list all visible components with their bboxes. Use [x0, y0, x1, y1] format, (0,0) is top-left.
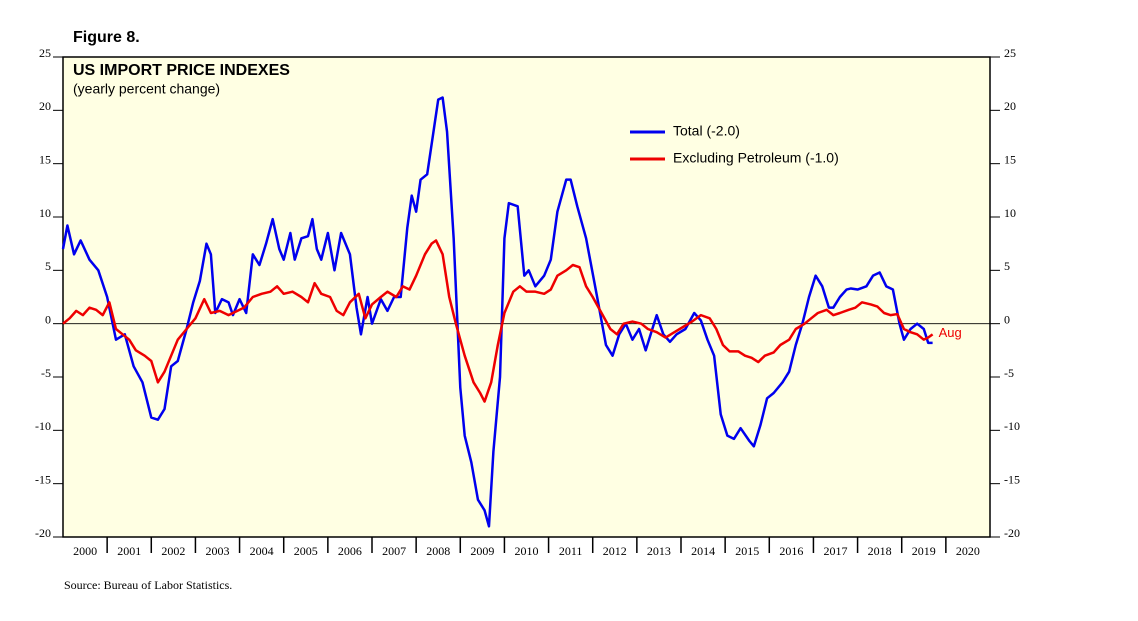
y-tick-label: 15 [39, 152, 51, 166]
x-tick-label: 2002 [161, 544, 185, 558]
x-tick-label: 2018 [868, 544, 892, 558]
x-tick-label: 2016 [779, 544, 803, 558]
y2-tick-label: 15 [1004, 152, 1016, 166]
y2-tick-label: 20 [1004, 99, 1016, 113]
x-tick-label: 2003 [206, 544, 230, 558]
x-tick-label: 2020 [956, 544, 980, 558]
chart-title: US IMPORT PRICE INDEXES [73, 62, 290, 79]
legend-label: Excluding Petroleum (-1.0) [673, 150, 839, 166]
x-tick-label: 2010 [515, 544, 539, 558]
x-tick-label: 2013 [647, 544, 671, 558]
figure-label: Figure 8. [73, 29, 140, 46]
x-tick-label: 2001 [117, 544, 141, 558]
y-tick-label: -5 [41, 366, 51, 380]
annotation: Aug [939, 325, 962, 340]
x-tick-label: 2011 [559, 544, 583, 558]
x-tick-label: 2009 [470, 544, 494, 558]
x-tick-label: 2012 [603, 544, 627, 558]
chart-subtitle: (yearly percent change) [73, 81, 220, 97]
y2-tick-label: 25 [1004, 46, 1016, 60]
y2-tick-label: 0 [1004, 312, 1010, 326]
y2-tick-label: -5 [1004, 366, 1014, 380]
y2-tick-label: -10 [1004, 419, 1020, 433]
plot-area [62, 56, 991, 538]
y-tick-label: -10 [35, 419, 51, 433]
y-tick-label: -15 [35, 472, 51, 486]
legend-label: Total (-2.0) [673, 123, 740, 139]
y2-tick-label: 10 [1004, 206, 1016, 220]
y2-tick-label: -15 [1004, 472, 1020, 486]
x-tick-label: 2008 [426, 544, 450, 558]
y-tick-label: 20 [39, 99, 51, 113]
y2-tick-label: -20 [1004, 526, 1020, 540]
series-line [62, 239, 934, 403]
x-tick-label: 2004 [250, 544, 274, 558]
x-tick-label: 2019 [912, 544, 936, 558]
x-tick-label: 2007 [382, 544, 406, 558]
series-line [61, 96, 933, 528]
y-tick-label: 5 [45, 259, 51, 273]
y-tick-label: 0 [45, 312, 51, 326]
y-tick-label: -20 [35, 526, 51, 540]
x-tick-label: 2000 [73, 544, 97, 558]
y-tick-label: 10 [39, 206, 51, 220]
source-note: Source: Bureau of Labor Statistics. [64, 578, 232, 592]
x-tick-label: 2017 [824, 544, 848, 558]
y-tick-label: 25 [39, 46, 51, 60]
x-tick-label: 2014 [691, 544, 715, 558]
x-tick-label: 2015 [735, 544, 759, 558]
x-tick-label: 2005 [294, 544, 318, 558]
y2-tick-label: 5 [1004, 259, 1010, 273]
x-tick-label: 2006 [338, 544, 362, 558]
